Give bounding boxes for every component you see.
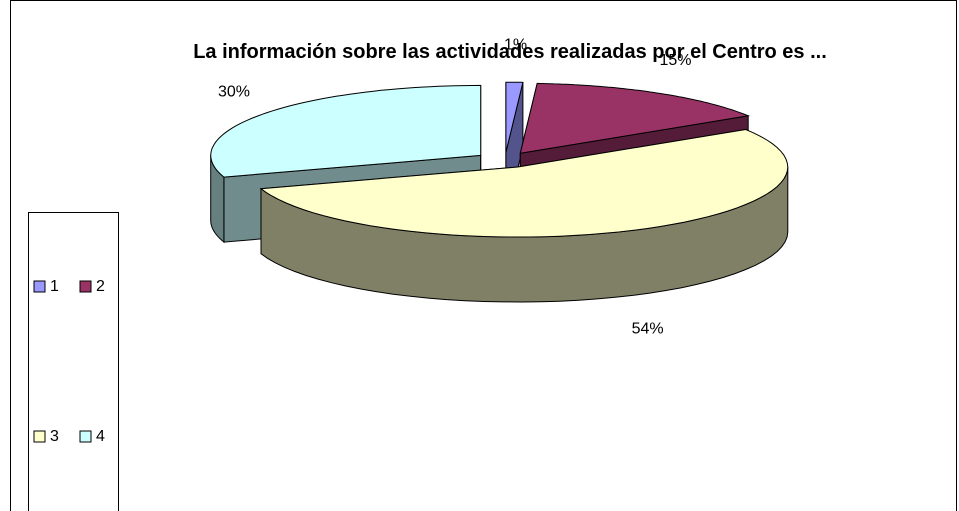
legend-box	[28, 212, 119, 511]
slice-top	[210, 84, 482, 178]
data-label: 15%	[660, 52, 692, 69]
chart-title: La información sobre las actividades rea…	[193, 41, 827, 63]
legend-swatch	[79, 430, 92, 443]
data-label: 1%	[504, 36, 527, 53]
legend-swatch	[79, 280, 92, 293]
slice-top	[519, 82, 751, 154]
slice-top	[505, 81, 524, 153]
data-label: 54%	[632, 320, 664, 337]
legend-label: 3	[50, 428, 59, 445]
legend-label: 1	[50, 278, 59, 295]
legend-swatch	[33, 430, 46, 443]
chart-border	[10, 0, 957, 511]
slice-top	[259, 128, 789, 238]
pie-slice	[259, 128, 789, 303]
legend-swatch	[33, 280, 46, 293]
legend-label: 2	[96, 278, 105, 295]
data-label: 30%	[218, 84, 250, 101]
legend-label: 4	[96, 428, 105, 445]
pie-slice	[505, 81, 524, 218]
